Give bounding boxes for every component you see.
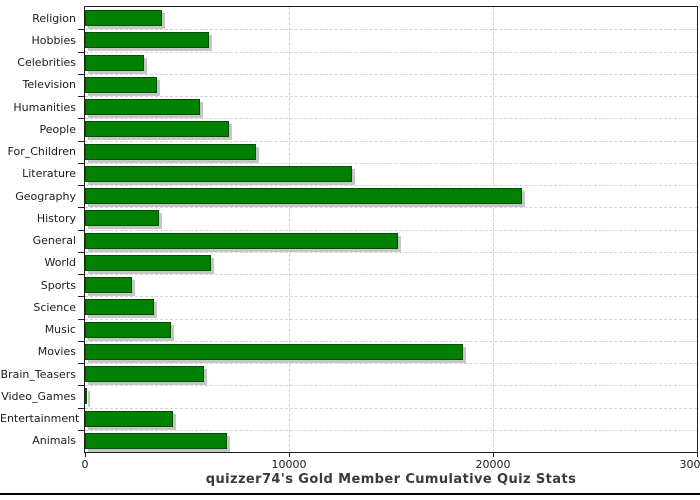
bar-general	[85, 233, 398, 249]
x-axis-tick	[289, 453, 290, 457]
horizontal-gridline	[85, 74, 697, 75]
y-axis-label: Music	[44, 323, 76, 336]
y-axis-tick	[78, 296, 85, 297]
x-axis-tick	[493, 453, 494, 457]
bar-world	[85, 255, 211, 271]
bar-for_children	[85, 144, 256, 160]
divider-line	[0, 493, 700, 495]
bar-science	[85, 299, 154, 315]
x-axis-tick-label: 10000	[271, 458, 307, 471]
x-axis-tick	[697, 453, 698, 457]
y-axis-label: Geography	[15, 190, 76, 203]
horizontal-gridline	[85, 385, 697, 386]
x-axis-tick-label: 0	[81, 458, 89, 471]
bar-sports	[85, 277, 132, 293]
y-axis-label: For_Children	[7, 145, 76, 158]
horizontal-gridline	[85, 52, 697, 53]
horizontal-gridline	[85, 252, 697, 253]
y-axis-label: Video_Games	[1, 390, 76, 403]
bar-animals	[85, 433, 227, 449]
bar-brain_teasers	[85, 366, 204, 382]
y-axis-tick	[78, 163, 85, 164]
y-axis-tick	[78, 363, 85, 364]
y-axis-tick	[78, 141, 85, 142]
horizontal-gridline	[85, 296, 697, 297]
y-axis-label: General	[32, 234, 76, 247]
bar-entertainment	[85, 411, 173, 427]
y-axis-label: History	[36, 212, 76, 225]
horizontal-gridline	[85, 29, 697, 30]
y-axis-tick	[78, 319, 85, 320]
y-axis-tick	[78, 430, 85, 431]
horizontal-gridline	[85, 408, 697, 409]
horizontal-gridline	[85, 430, 697, 431]
y-axis-tick	[78, 52, 85, 53]
bar-movies	[85, 344, 463, 360]
y-axis-tick	[78, 274, 85, 275]
horizontal-gridline	[85, 141, 697, 142]
x-axis-tick-label: 20000	[475, 458, 511, 471]
y-axis-label: World	[44, 256, 76, 269]
y-axis-label: Celebrities	[17, 56, 76, 69]
y-axis-tick	[78, 96, 85, 97]
y-axis-label: Television	[22, 78, 77, 91]
horizontal-gridline	[85, 118, 697, 119]
horizontal-gridline	[85, 185, 697, 186]
y-axis-label: Hobbies	[31, 34, 76, 47]
vertical-gridline	[493, 7, 494, 452]
x-axis-tick-label: 30000	[679, 458, 700, 471]
y-axis-tick	[78, 29, 85, 30]
chart-title: quizzer74's Gold Member Cumulative Quiz …	[205, 472, 577, 487]
bar-hobbies	[85, 32, 209, 48]
horizontal-gridline	[85, 230, 697, 231]
y-axis-label: Entertainment	[0, 412, 80, 425]
bar-people	[85, 121, 229, 137]
y-axis-tick	[78, 185, 85, 186]
bar-television	[85, 77, 157, 93]
y-axis-label: Literature	[22, 167, 76, 180]
y-axis-label: People	[39, 123, 76, 136]
y-axis-tick	[78, 252, 85, 253]
horizontal-gridline	[85, 274, 697, 275]
bar-literature	[85, 166, 352, 182]
y-axis-tick	[78, 341, 85, 342]
horizontal-gridline	[85, 363, 697, 364]
vertical-gridline	[289, 7, 290, 452]
y-axis-label: Humanities	[13, 101, 76, 114]
y-axis-label: Brain_Teasers	[0, 368, 76, 381]
x-axis-tick	[85, 453, 86, 457]
bar-music	[85, 322, 171, 338]
y-axis-tick	[78, 118, 85, 119]
y-axis-label: Sports	[40, 279, 76, 292]
horizontal-gridline	[85, 207, 697, 208]
bar-video_games	[85, 388, 87, 404]
horizontal-gridline	[85, 96, 697, 97]
bar-history	[85, 210, 159, 226]
plot-area	[84, 6, 698, 453]
y-axis-tick	[78, 207, 85, 208]
y-axis-label: Religion	[32, 12, 76, 25]
horizontal-gridline	[85, 163, 697, 164]
y-axis-tick	[78, 230, 85, 231]
bar-shadow	[88, 391, 90, 407]
y-axis-tick	[78, 74, 85, 75]
bar-humanities	[85, 99, 200, 115]
y-axis-tick	[78, 408, 85, 409]
horizontal-gridline	[85, 341, 697, 342]
y-axis-label: Science	[33, 301, 76, 314]
y-axis-label: Animals	[32, 434, 76, 447]
bar-geography	[85, 188, 522, 204]
horizontal-gridline	[85, 319, 697, 320]
y-axis-tick	[78, 385, 85, 386]
bar-religion	[85, 10, 162, 26]
y-axis-label: Movies	[37, 345, 76, 358]
bar-celebrities	[85, 55, 144, 71]
